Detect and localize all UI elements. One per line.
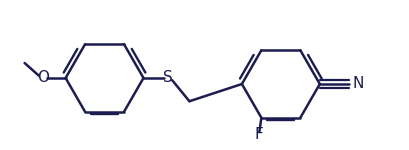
Text: F: F <box>254 127 263 142</box>
Text: N: N <box>352 76 363 92</box>
Text: S: S <box>163 70 173 86</box>
Text: O: O <box>37 70 49 86</box>
